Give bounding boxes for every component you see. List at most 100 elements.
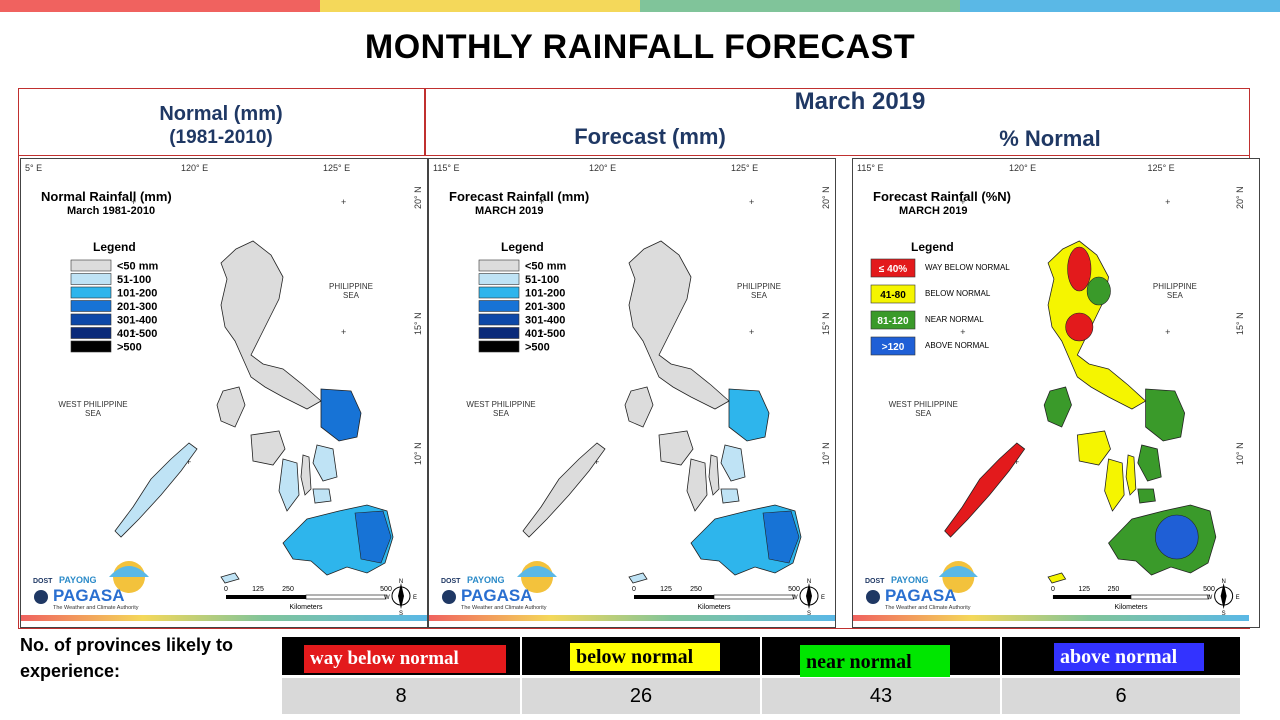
- west-philippine-sea-label-2: SEA: [915, 409, 932, 418]
- month-header: March 2019: [794, 88, 926, 115]
- forecast-header: Forecast (mm): [574, 124, 726, 149]
- scale-unit: Kilometers: [289, 604, 323, 611]
- normal-header-line2: (1981-2010): [169, 127, 273, 148]
- legend-swatch-0: [478, 259, 520, 272]
- grid-cross-0: +: [131, 197, 136, 207]
- legend-swatch-3: [70, 300, 112, 312]
- island-panay: [1076, 430, 1111, 466]
- philippine-sea-label-2: SEA: [751, 291, 768, 300]
- scale-tick-1: 125: [252, 586, 264, 593]
- legend-label-6: >500: [525, 342, 550, 354]
- scale-tick-3: 500: [380, 586, 392, 593]
- map-subtitle: March 1981-2010: [67, 205, 155, 217]
- normal-header-line1: Normal (mm): [159, 103, 283, 125]
- count-below-normal: 26: [522, 678, 762, 714]
- lon-label-120: 120° E: [181, 163, 208, 173]
- logo-dost-emblem-icon: [34, 590, 48, 604]
- grid-cross-4: +: [186, 457, 191, 467]
- lon-label-115: 115° E: [433, 163, 459, 173]
- grid-cross-4: +: [1014, 457, 1019, 467]
- top-bar-segment-yellow: [320, 0, 640, 12]
- legend-label-2: 81-120: [877, 316, 909, 327]
- scale-bar-dark: [634, 595, 714, 599]
- compass-n: N: [1221, 579, 1225, 585]
- zone-east-mindanao: [762, 510, 800, 564]
- islands-group: [522, 240, 802, 584]
- island-bohol: [312, 488, 332, 504]
- legend-label-3: 201-300: [117, 301, 157, 313]
- lon-label-125: 125° E: [323, 163, 350, 173]
- legend-swatch-6: [70, 340, 112, 353]
- map-panel-percent-normal: 115° E 120° E 125° E 20° N 15° N 10° N + + + + + PH…: [852, 158, 1260, 628]
- category-above-normal: above normal: [1054, 643, 1204, 671]
- scale-tick-1: 125: [660, 586, 672, 593]
- category-way-below-normal: way below normal: [304, 645, 506, 673]
- scale-unit: Kilometers: [697, 604, 731, 611]
- compass-needle-icon: [1220, 583, 1227, 609]
- west-philippine-sea-label-1: WEST PHILIPPINE: [58, 400, 127, 409]
- map-subtitle: MARCH 2019: [899, 205, 967, 217]
- lon-label-115: 115° E: [857, 163, 883, 173]
- zone-way-below-north: [1067, 246, 1092, 292]
- compass-e: E: [1236, 595, 1240, 601]
- lat-label-2: 10° N: [1235, 442, 1245, 465]
- legend-label-0: <50 mm: [117, 261, 158, 273]
- map-panel-normal: 5° E 120° E 125° E 20° N 15° N 10° N + + + + + PHIL…: [20, 158, 428, 628]
- category-cell-near: near normal: [762, 637, 1002, 677]
- page-title: MONTHLY RAINFALL FORECAST: [364, 28, 916, 66]
- zone-above-normal: [1155, 514, 1199, 560]
- legend-swatch-3: [478, 300, 520, 312]
- legend-title: Legend: [93, 240, 136, 254]
- grid-cross-2: +: [960, 327, 965, 337]
- scale-bar-light: [713, 594, 795, 600]
- lon-label-125: 125° E: [1148, 163, 1175, 173]
- islands-group: [944, 240, 1217, 584]
- island-negros: [686, 458, 708, 512]
- compass-n: N: [399, 579, 403, 585]
- legend-swatch-6: [478, 340, 520, 353]
- island-leyte: [720, 444, 746, 482]
- grid-cross-0: +: [960, 197, 965, 207]
- scale-tick-1: 125: [1078, 586, 1090, 593]
- island-mindoro: [624, 386, 654, 428]
- logo-dost: DOST: [33, 578, 53, 585]
- legend-swatch-0: [870, 258, 916, 278]
- island-luzon: [220, 240, 322, 410]
- category-cell-way-below: way below normal: [282, 637, 522, 675]
- scale-tick-2: 250: [1108, 586, 1120, 593]
- map-panel-forecast: 115° E 120° E 125° E 20° N 15° N 10° N + + + + + PH…: [428, 158, 836, 628]
- grid-cross-1: +: [749, 197, 754, 207]
- legend-label-2: 101-200: [525, 288, 565, 300]
- legend-desc-2: NEAR NORMAL: [925, 315, 984, 324]
- logo-pagasa: PAGASA: [461, 586, 532, 605]
- grid-cross-2: +: [131, 327, 136, 337]
- scale-tick-3: 500: [1203, 586, 1215, 593]
- lat-label-0: 20° N: [1235, 186, 1245, 209]
- grid-cross-0: +: [539, 197, 544, 207]
- grid-cross-1: +: [1165, 197, 1170, 207]
- island-negros: [1104, 458, 1125, 512]
- scale-unit: Kilometers: [1114, 604, 1148, 611]
- map-svg-percent-normal: 115° E 120° E 125° E 20° N 15° N 10° N + + + + + PH…: [853, 163, 1249, 621]
- logo-tagline: The Weather and Climate Authority: [53, 605, 139, 611]
- scale-tick-2: 250: [690, 586, 702, 593]
- logo-dost-emblem-icon: [866, 590, 880, 604]
- islands-group: [114, 240, 394, 584]
- west-philippine-sea-label-2: SEA: [85, 409, 102, 418]
- philippine-sea-label-1: PHILIPPINE: [329, 282, 373, 291]
- legend-swatch-2: [870, 310, 916, 330]
- legend-swatch-4: [478, 313, 520, 326]
- west-philippine-sea-label-2: SEA: [493, 409, 510, 418]
- island-cebu: [708, 454, 720, 496]
- top-bar-segment-green: [640, 0, 960, 12]
- legend-swatch-2: [70, 286, 112, 299]
- compass-s: S: [399, 611, 403, 617]
- rainbow-strip: [853, 615, 1249, 621]
- logo-umbrella-icon: [938, 566, 978, 577]
- compass-needle-icon: [806, 583, 812, 609]
- logo-dost: DOST: [441, 578, 461, 585]
- map-subtitle: MARCH 2019: [475, 205, 543, 217]
- logo-dost-emblem-icon: [442, 590, 456, 604]
- logo-payong: PAYONG: [59, 575, 97, 585]
- island-leyte: [312, 444, 338, 482]
